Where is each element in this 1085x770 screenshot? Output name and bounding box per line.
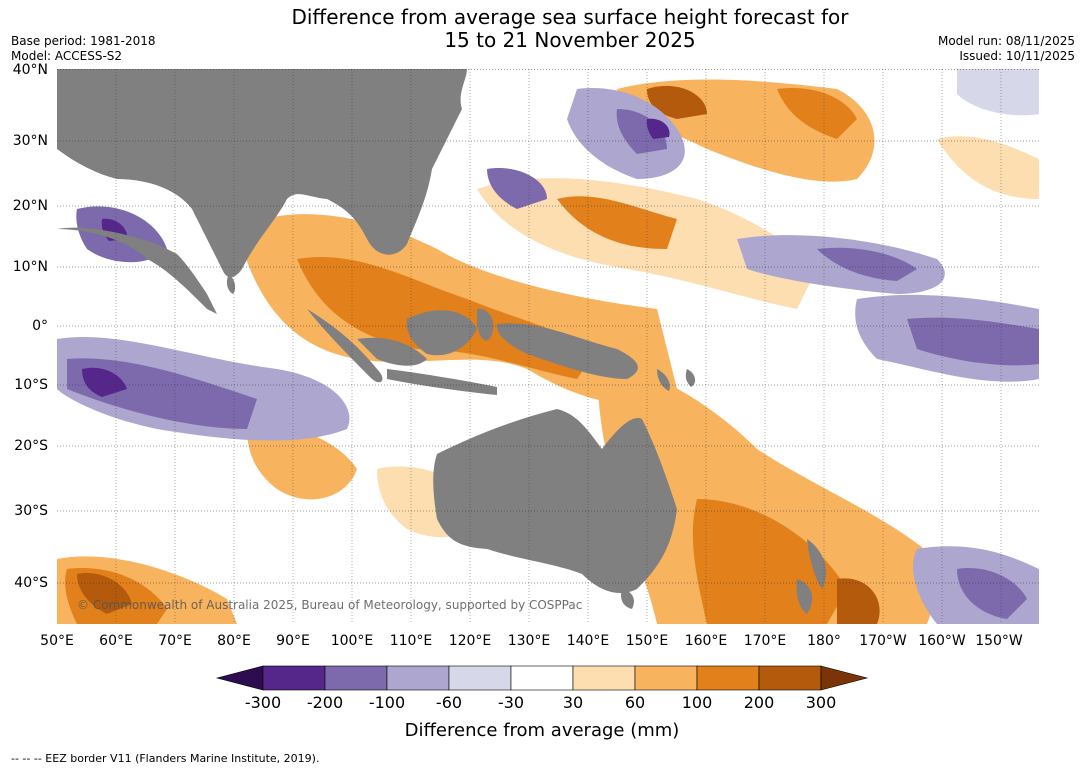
lon-label: 150°E: [625, 633, 669, 649]
eez-footnote: -- -- -- EEZ border V11 (Flanders Marine…: [11, 752, 320, 765]
colorbar-tick: 200: [743, 693, 775, 712]
negative-anomaly-patches: [57, 69, 1039, 624]
lon-label: 150°W: [975, 633, 1023, 649]
colorbar-segment: [758, 665, 822, 691]
lon-label: 140°E: [566, 633, 610, 649]
colorbar-segment: [448, 665, 512, 691]
colorbar-tick: -300: [244, 693, 282, 712]
lon-label: 100°E: [330, 633, 374, 649]
lon-label: 50°E: [40, 633, 74, 649]
lon-label: 110°E: [389, 633, 433, 649]
anomaly-map: [57, 69, 1039, 624]
colorbar-arrow-low: [215, 665, 264, 691]
lat-label: 40°N: [12, 62, 48, 78]
lat-label: 0°: [32, 318, 48, 334]
colorbar-tick: 60: [624, 693, 646, 712]
lat-label: 40°S: [14, 575, 48, 591]
colorbar-segment: [386, 665, 450, 691]
colorbar-tick: 100: [681, 693, 713, 712]
lon-label: 180°: [807, 633, 841, 649]
colorbar-title: Difference from average (mm): [404, 720, 680, 741]
lon-label: 160°W: [918, 633, 966, 649]
colorbar-tick: -200: [306, 693, 344, 712]
map-title-line2: 15 to 21 November 2025: [444, 28, 696, 52]
lat-label: 10°S: [14, 377, 48, 393]
lon-label: 90°E: [276, 633, 310, 649]
lat-label: 30°N: [12, 133, 48, 149]
colorbar-tick: -100: [368, 693, 406, 712]
colorbar-segment: [572, 665, 636, 691]
lon-label: 130°E: [507, 633, 551, 649]
colorbar-segment: [262, 665, 326, 691]
colorbar-segment: [510, 665, 574, 691]
map-copyright: © Commonwealth of Australia 2025, Bureau…: [77, 598, 583, 612]
lon-label: 120°E: [448, 633, 492, 649]
colorbar-tick: -30: [497, 693, 525, 712]
lat-label: 20°N: [12, 198, 48, 214]
colorbar-tick: 300: [805, 693, 837, 712]
base-period: Base period: 1981-2018: [11, 34, 156, 48]
lon-label: 170°E: [743, 633, 787, 649]
lat-label: 20°S: [14, 438, 48, 454]
colorbar-tick: -60: [435, 693, 463, 712]
lon-label: 80°E: [217, 633, 251, 649]
model-name: Model: ACCESS-S2: [11, 49, 123, 63]
model-run: Model run: 08/11/2025: [937, 34, 1075, 48]
lat-label: 30°S: [14, 503, 48, 519]
lon-label: 160°E: [684, 633, 728, 649]
meridians: [115, 69, 1002, 624]
colorbar-segment: [324, 665, 388, 691]
map-title-line1: Difference from average sea surface heig…: [291, 5, 849, 29]
colorbar-segment: [634, 665, 698, 691]
lat-label: 10°N: [12, 259, 48, 275]
colorbar-segment: [696, 665, 760, 691]
lon-label: 60°E: [99, 633, 133, 649]
map-area: [57, 69, 1039, 624]
issued-date: Issued: 10/11/2025: [959, 49, 1075, 63]
colorbar: [215, 665, 869, 691]
colorbar-tick: 30: [562, 693, 584, 712]
colorbar-arrow-high: [820, 665, 869, 691]
land-masses: [57, 69, 827, 614]
lon-label: 70°E: [158, 633, 192, 649]
lon-label: 170°W: [859, 633, 907, 649]
